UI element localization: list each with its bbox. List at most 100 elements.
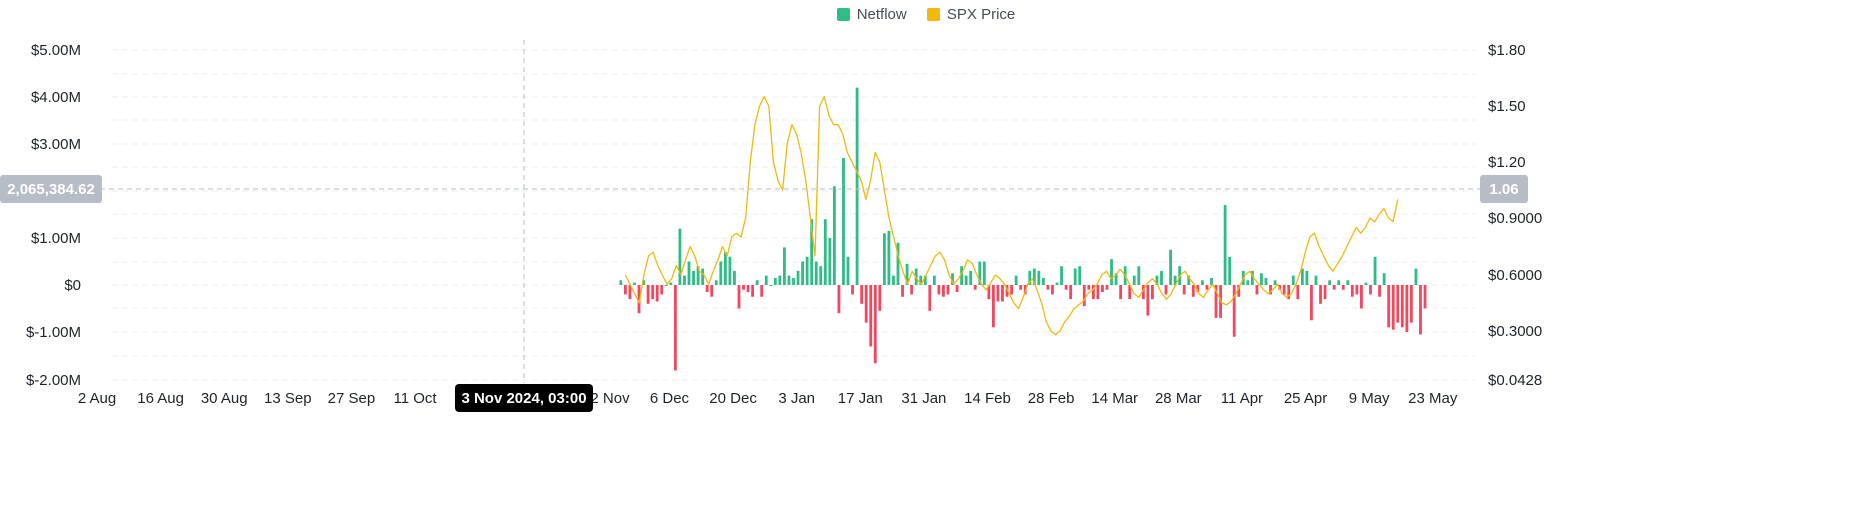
netflow-bar — [683, 275, 686, 285]
netflow-bar — [969, 270, 973, 285]
x-tick-label: 14 Mar — [1091, 390, 1138, 407]
crosshair-left-label: 2,065,384.62 — [7, 181, 95, 198]
legend-item-netflow[interactable]: Netflow — [836, 6, 907, 23]
netflow-bar — [646, 285, 650, 304]
netflow-bar — [846, 256, 850, 285]
netflow-bar — [796, 270, 800, 285]
netflow-bar — [742, 285, 745, 290]
netflow-bar — [687, 261, 691, 285]
legend-item-spx-price[interactable]: SPX Price — [926, 6, 1016, 23]
x-tick-label: 11 Apr — [1221, 390, 1263, 407]
netflow-bar — [896, 242, 900, 285]
legend-label-spx-price: SPX Price — [946, 6, 1016, 23]
netflow-bar — [637, 285, 641, 314]
spx-price-line — [624, 96, 1399, 336]
netflow-bar — [1069, 285, 1073, 300]
netflow-bar — [1019, 285, 1023, 290]
netflow-bar — [1128, 285, 1132, 300]
netflow-bar — [1423, 285, 1427, 309]
x-tick-label: 27 Sep — [328, 390, 376, 407]
netflow-bar — [1369, 285, 1372, 295]
right-tick-label: $1.20 — [1488, 154, 1526, 171]
right-tick-label: $0.3000 — [1488, 323, 1542, 340]
netflow-bar — [978, 261, 982, 285]
left-tick-label: $0 — [64, 277, 81, 294]
x-tick-label: 17 Jan — [838, 390, 883, 407]
netflow-bar — [1355, 285, 1359, 295]
right-tick-label: $0.0428 — [1488, 372, 1542, 389]
netflow-bar — [855, 87, 859, 285]
netflow-bar — [737, 285, 741, 309]
netflow-bar — [810, 219, 814, 285]
netflow-bar — [669, 282, 673, 285]
netflow-bar — [819, 266, 823, 285]
x-tick-label: 11 Oct — [393, 390, 437, 407]
right-axis: $1.80 $1.50 $1.20 $0.9000 $0.6000 $0.3000 $0.0… — [1488, 42, 1542, 389]
netflow-bar — [964, 275, 968, 285]
netflow-bar — [882, 233, 886, 285]
x-tick-label: 14 Feb — [964, 390, 1011, 407]
crosshair-right-label: 1.06 — [1489, 181, 1518, 198]
netflow-bar — [928, 285, 932, 311]
netflow-bar — [951, 273, 954, 285]
netflow-bar — [1419, 285, 1422, 335]
right-tick-label: $1.80 — [1488, 42, 1526, 59]
netflow-bar — [1319, 285, 1322, 304]
netflow-bar — [1205, 285, 1209, 290]
netflow-bar — [1328, 280, 1332, 285]
netflow-bar — [919, 275, 923, 285]
netflow-bar — [1305, 270, 1309, 285]
netflow-bar — [769, 285, 773, 286]
netflow-bar — [1341, 285, 1345, 290]
netflow-bar — [982, 261, 986, 285]
x-tick-label: 28 Mar — [1155, 390, 1202, 407]
netflow-bar — [1391, 285, 1395, 330]
netflow-bar — [832, 186, 836, 285]
netflow-bar — [960, 266, 964, 285]
netflow-bar — [1078, 266, 1082, 285]
netflow-bar — [1182, 285, 1186, 295]
netflow-bar — [755, 280, 759, 285]
netflow-bar — [1037, 270, 1041, 285]
netflow-bars — [619, 87, 1427, 371]
netflow-bar — [1082, 285, 1086, 307]
netflow-bar — [651, 285, 655, 300]
netflow-bar — [1246, 280, 1250, 285]
netflow-bar — [987, 285, 991, 300]
netflow-bar — [905, 263, 909, 285]
x-tick-label: 2 Aug — [78, 390, 116, 407]
netflow-bar — [673, 285, 677, 371]
netflow-bar — [1250, 270, 1254, 285]
netflow-bar — [869, 285, 873, 347]
netflow-bar — [1046, 285, 1050, 290]
netflow-bar — [1051, 285, 1054, 295]
netflow-bar — [760, 285, 764, 297]
netflow-bar — [1396, 285, 1400, 323]
netflow-bar — [1105, 285, 1109, 290]
netflow-bar — [751, 285, 755, 297]
netflow-bar — [1387, 285, 1391, 328]
netflow-bar — [923, 275, 927, 285]
netflow-bar — [696, 266, 700, 285]
netflow-bar — [887, 230, 891, 285]
netflow-bar — [764, 275, 768, 285]
x-tick-label: 9 May — [1349, 390, 1390, 407]
crosshair-date-tooltip: 3 Nov 2024, 03:00 — [461, 390, 586, 407]
netflow-bar — [746, 285, 750, 293]
netflow-bar — [1132, 275, 1136, 285]
netflow-bar — [1087, 285, 1091, 290]
netflow-bar — [1228, 256, 1232, 285]
left-tick-label: $4.00M — [31, 89, 81, 106]
netflow-bar — [1260, 273, 1263, 285]
netflow-bar — [1164, 285, 1168, 295]
netflow-bar — [1264, 277, 1268, 285]
netflow-bar — [1210, 277, 1213, 285]
left-tick-label: $-2.00M — [26, 372, 81, 389]
crosshair-date-tooltip-bg — [455, 384, 593, 412]
crosshair: 2,065,384.62 1.06 3 Nov 2024, 03:00 — [0, 40, 1528, 412]
netflow-bar — [1096, 285, 1100, 300]
netflow-bar — [714, 280, 718, 285]
x-axis: 2 Aug 16 Aug 30 Aug 13 Sep 27 Sep 11 Oct 22 No… — [78, 390, 1458, 407]
netflow-bar — [1151, 285, 1154, 300]
